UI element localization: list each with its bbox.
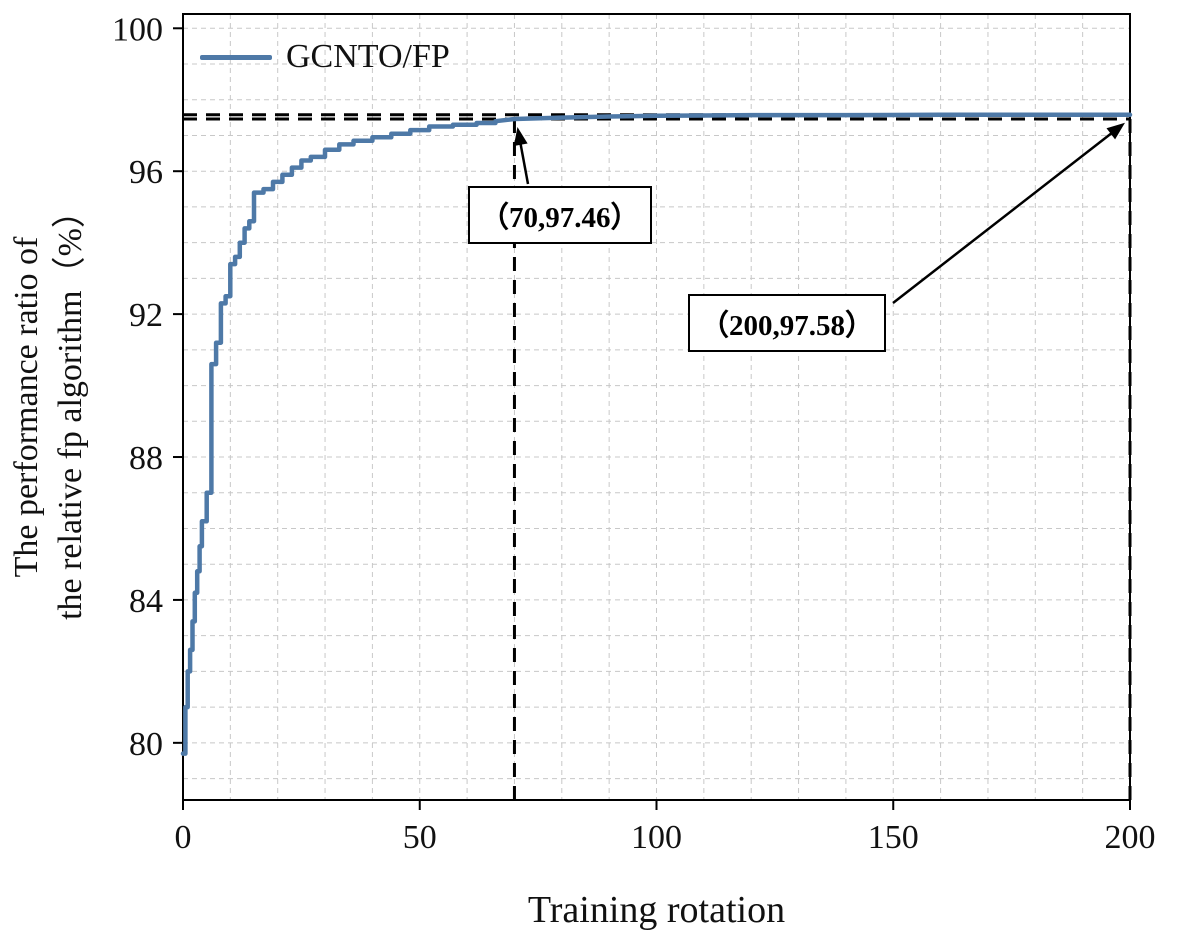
annotation-70-97.46: （70,97.46） — [468, 186, 652, 244]
annotation-200-97.58: （200,97.58） — [688, 294, 887, 352]
annotation-arrow-0 — [513, 127, 530, 185]
grid — [182, 14, 1131, 800]
x-axis-title: Training rotation — [527, 889, 786, 931]
x-tick-label: 100 — [631, 819, 682, 856]
y-tick-label: 96 — [129, 154, 163, 191]
y-tick-label: 88 — [129, 440, 163, 477]
y-axis-title-line1: The performance ratio of — [8, 236, 45, 578]
y-tick-label: 92 — [129, 297, 163, 334]
legend: GCNTO/FP — [200, 38, 450, 76]
axis-ticks: 0 50 100 150 200 80 84 88 92 96 100 — [112, 11, 1156, 856]
x-tick-label: 150 — [868, 819, 919, 856]
y-axis-title: The performance ratio of the relative fp… — [5, 14, 115, 800]
y-axis-title-line2: the relative fp algorithm（%） — [52, 194, 90, 620]
y-tick-label: 80 — [129, 726, 163, 763]
curve-gcnto-fp — [180, 112, 1133, 756]
x-tick-label: 50 — [403, 819, 437, 856]
legend-line-sample — [200, 54, 272, 60]
legend-series-label: GCNTO/FP — [286, 38, 450, 75]
y-tick-label: 100 — [112, 11, 163, 48]
x-tick-label: 200 — [1105, 819, 1156, 856]
x-tick-label: 0 — [175, 819, 192, 856]
annotation-arrow-1 — [892, 122, 1125, 304]
y-tick-label: 84 — [129, 583, 163, 620]
